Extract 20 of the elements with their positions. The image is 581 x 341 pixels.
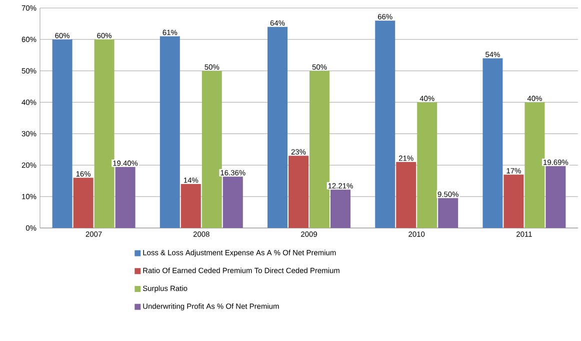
bar bbox=[438, 198, 458, 228]
bar bbox=[417, 102, 438, 228]
bar bbox=[482, 58, 503, 228]
bar bbox=[268, 26, 288, 228]
bar bbox=[94, 39, 114, 228]
bar bbox=[504, 174, 524, 228]
bar bbox=[73, 178, 94, 228]
bar bbox=[52, 39, 72, 228]
bar bbox=[375, 20, 396, 228]
bar bbox=[310, 70, 330, 228]
bar bbox=[396, 162, 416, 228]
bar bbox=[115, 167, 136, 228]
bar bbox=[202, 70, 222, 228]
bar bbox=[330, 190, 350, 228]
bar bbox=[524, 102, 545, 228]
bar bbox=[160, 36, 180, 228]
bar bbox=[546, 166, 566, 228]
bar bbox=[180, 184, 201, 228]
bar bbox=[288, 156, 309, 228]
bar bbox=[222, 176, 243, 228]
